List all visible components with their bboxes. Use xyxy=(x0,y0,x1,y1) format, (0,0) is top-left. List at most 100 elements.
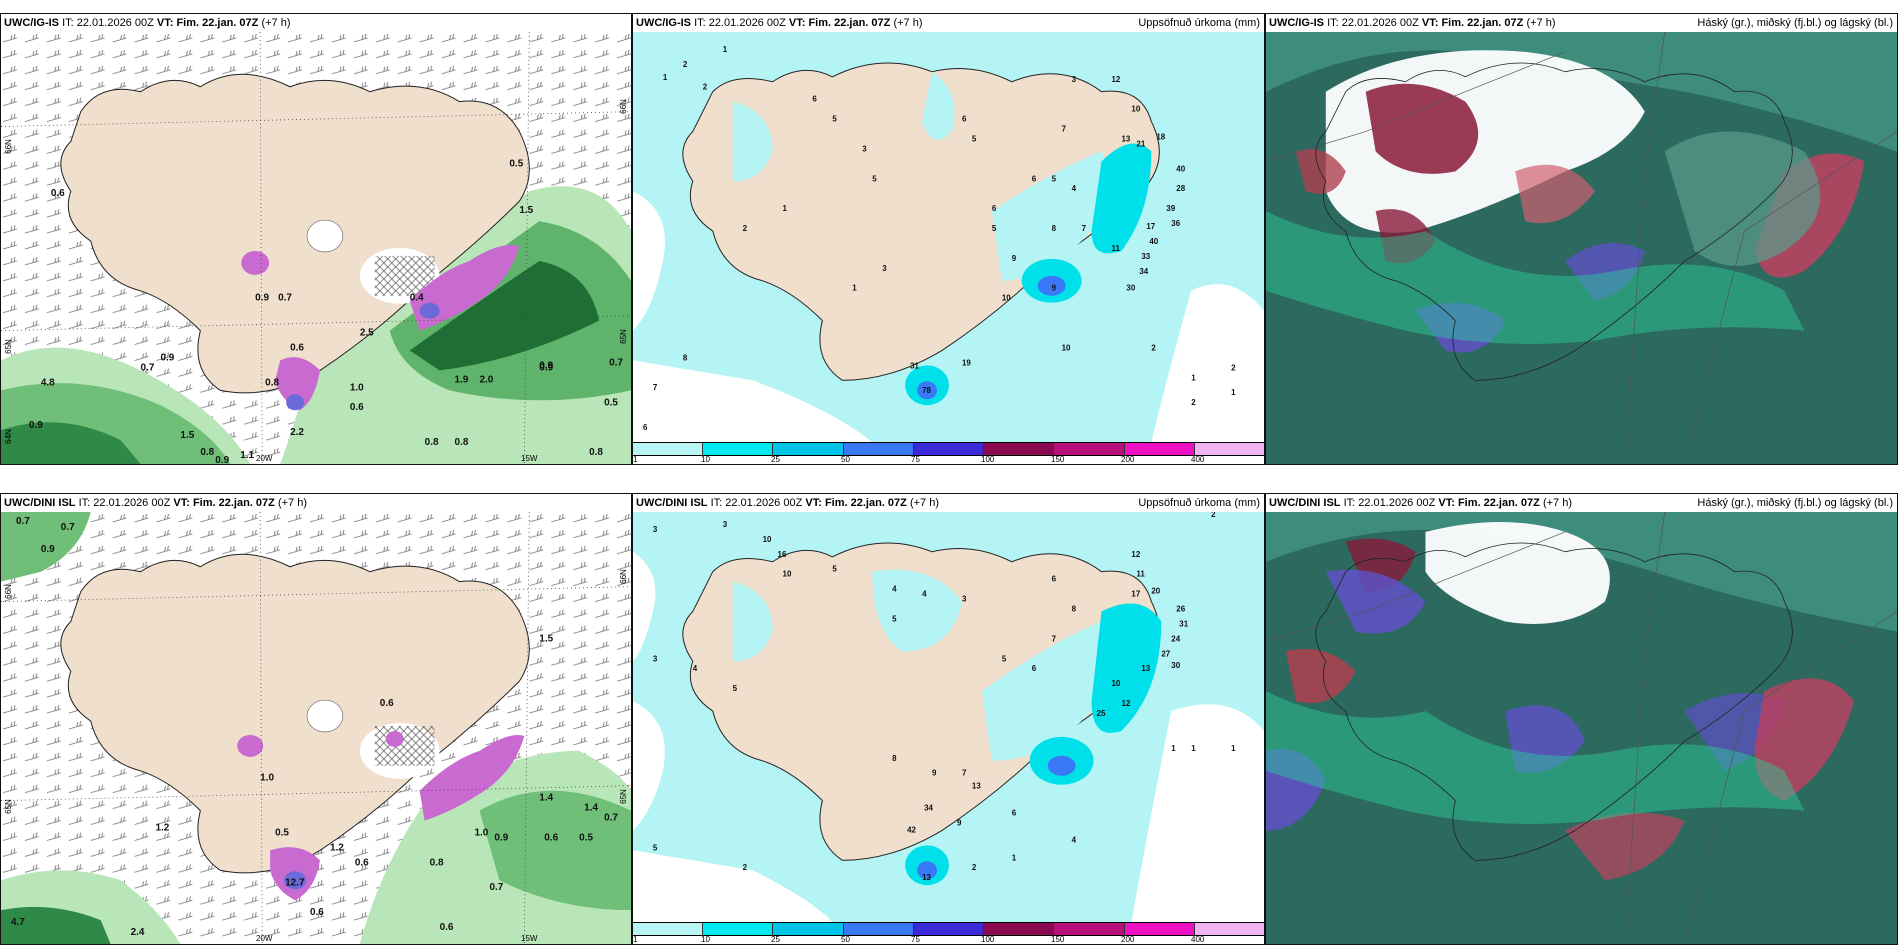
accum-legend: 1 10 25 50 75 100 150 200 400 xyxy=(633,442,1264,464)
precip-value: 1.0 xyxy=(350,382,364,393)
precip-value: 0.5 xyxy=(275,828,289,839)
vt-value: Fim. 22.jan. 07Z xyxy=(1441,17,1524,29)
legend-labels: 1 10 25 50 75 100 150 200 400 xyxy=(633,455,1264,464)
legend-swatch xyxy=(703,443,774,455)
map-area[interactable]: 1 2 1 2 6 5 3 5 6 5 7 3 12 10 13 21 18 4… xyxy=(633,32,1264,442)
map-area[interactable]: 3 3 10 16 10 5 4 4 3 5 12 11 17 20 26 31… xyxy=(633,512,1264,922)
accum-value: 11 xyxy=(1136,570,1145,579)
model-name: UWC/DINI ISL xyxy=(4,497,76,509)
accum-value: 8 xyxy=(683,353,688,362)
vt-label: VT: xyxy=(805,497,822,509)
row2-cloud-panel: UWC/DINI ISL IT: 22.01.2026 00Z VT: Fim.… xyxy=(1265,493,1898,945)
legend-label: 1 xyxy=(633,455,638,464)
precip-type-map: 0.5 0.6 0.9 0.7 0.6 1.0 0.9 0.4 2.5 0.6 … xyxy=(1,32,631,464)
map-area[interactable]: 0.5 0.6 0.9 0.7 0.6 1.0 0.9 0.4 2.5 0.6 … xyxy=(1,32,631,464)
precip-value: 0.6 xyxy=(380,698,394,709)
accum-value: 3 xyxy=(653,525,658,534)
accum-value: 31 xyxy=(910,361,919,370)
model-name: UWC/IG-IS xyxy=(636,17,691,29)
legend-swatch xyxy=(1194,443,1264,455)
it-value: 22.01.2026 00Z xyxy=(725,497,803,509)
accum-value: 24 xyxy=(1171,634,1180,643)
lat-label: 65N xyxy=(618,789,628,804)
lead-time: (+7 h) xyxy=(893,17,923,29)
accum-value: 3 xyxy=(1072,75,1077,84)
panel-header: UWC/DINI ISL IT: 22.01.2026 00Z VT: Fim.… xyxy=(1266,494,1897,512)
accum-value: 5 xyxy=(653,843,658,852)
legend-labels: 1 10 25 50 75 100 150 200 400 xyxy=(633,935,1264,944)
legend-swatch xyxy=(1124,443,1195,455)
accum-value: 8 xyxy=(1072,605,1077,614)
legend-label: 75 xyxy=(911,455,920,464)
accum-value: 3 xyxy=(882,264,887,273)
accum-value: 9 xyxy=(1012,254,1017,263)
it-label: IT: xyxy=(1343,497,1356,509)
precip-value: 0.9 xyxy=(215,455,229,464)
lon-label: 15W xyxy=(521,934,538,943)
precip-value: 0.5 xyxy=(579,832,593,843)
precip-value: 0.7 xyxy=(489,882,503,893)
precip-value: 0.9 xyxy=(41,544,55,555)
legend-label: 400 xyxy=(1191,455,1205,464)
map-area[interactable]: 0.7 0.7 0.9 1.5 1.4 0.6 1.0 1.2 0.5 1.2 … xyxy=(1,512,631,944)
legend-label: 25 xyxy=(771,455,780,464)
precip-value: 0.6 xyxy=(310,907,324,918)
accum-value: 5 xyxy=(972,134,977,143)
map-area[interactable] xyxy=(1266,512,1897,944)
accum-value: 7 xyxy=(1052,634,1057,643)
lead-time: (+7 h) xyxy=(277,497,307,509)
panel-title: Uppsöfnuð úrkoma (mm) xyxy=(1138,497,1260,509)
precip-value: 0.8 xyxy=(265,377,279,388)
precip-value: 0.6 xyxy=(350,402,364,413)
accum-value: 7 xyxy=(1082,224,1087,233)
lon-label: 15W xyxy=(521,454,538,463)
legend-swatch xyxy=(773,923,844,935)
legend-label: 25 xyxy=(771,935,780,944)
accum-value: 1 xyxy=(1012,853,1017,862)
it-value: 22.01.2026 00Z xyxy=(1358,497,1436,509)
accum-value: 30 xyxy=(1171,661,1180,670)
panel-title: Uppsöfnuð úrkoma (mm) xyxy=(1138,17,1260,29)
it-value: 22.01.2026 00Z xyxy=(1341,17,1419,29)
accum-value: 27 xyxy=(1161,649,1170,658)
precip-value: 0.7 xyxy=(16,516,30,527)
precip-value: 0.7 xyxy=(141,362,155,373)
precip-value: 0.4 xyxy=(410,293,424,304)
accum-value: 6 xyxy=(1032,664,1037,673)
row1-precip-type-panel: UWC/IG-IS IT: 22.01.2026 00Z VT: Fim. 22… xyxy=(0,13,632,465)
precip-value: 1.2 xyxy=(156,823,170,834)
cloud-map xyxy=(1266,32,1897,464)
precip-value: 1.4 xyxy=(584,803,598,814)
legend-label: 50 xyxy=(841,455,850,464)
panel-header: UWC/IG-IS IT: 22.01.2026 00Z VT: Fim. 22… xyxy=(1,14,631,32)
legend-label: 150 xyxy=(1051,455,1065,464)
legend-swatches xyxy=(633,442,1264,456)
precip-value: 0.7 xyxy=(604,813,618,824)
precip-value: 0.8 xyxy=(589,447,603,458)
precip-value: 12.7 xyxy=(285,877,305,888)
vt-value: Fim. 22.jan. 07Z xyxy=(808,17,891,29)
accum-value: 2 xyxy=(1211,512,1216,519)
accum-value: 42 xyxy=(907,825,916,834)
lead-time: (+7 h) xyxy=(261,17,291,29)
map-area[interactable] xyxy=(1266,32,1897,464)
accum-value: 3 xyxy=(653,654,658,663)
legend-swatch xyxy=(773,443,844,455)
precip-value: 1.9 xyxy=(455,374,469,385)
accum-map: 3 3 10 16 10 5 4 4 3 5 12 11 17 20 26 31… xyxy=(633,512,1264,922)
precip-value: 1.5 xyxy=(539,633,553,644)
accum-value: 1 xyxy=(1191,744,1196,753)
panel-header: UWC/IG-IS IT: 22.01.2026 00Z VT: Fim. 22… xyxy=(633,14,1264,32)
model-name: UWC/IG-IS xyxy=(4,17,59,29)
accum-value: 2 xyxy=(683,60,688,69)
precip-value: 0.8 xyxy=(200,447,214,458)
accum-value: 5 xyxy=(733,684,738,693)
vt-value: Fim. 22.jan. 07Z xyxy=(1457,497,1540,509)
vt-value: Fim. 22.jan. 07Z xyxy=(192,497,275,509)
row2-precip-type-panel: UWC/DINI ISL IT: 22.01.2026 00Z VT: Fim.… xyxy=(0,493,632,945)
panel-title: Háský (gr.), miðský (fj.bl.) og lágský (… xyxy=(1697,497,1893,509)
legend-swatch xyxy=(703,923,774,935)
legend-label: 50 xyxy=(841,935,850,944)
precip-value: 1.2 xyxy=(330,842,344,853)
lon-label: 20W xyxy=(256,454,273,463)
